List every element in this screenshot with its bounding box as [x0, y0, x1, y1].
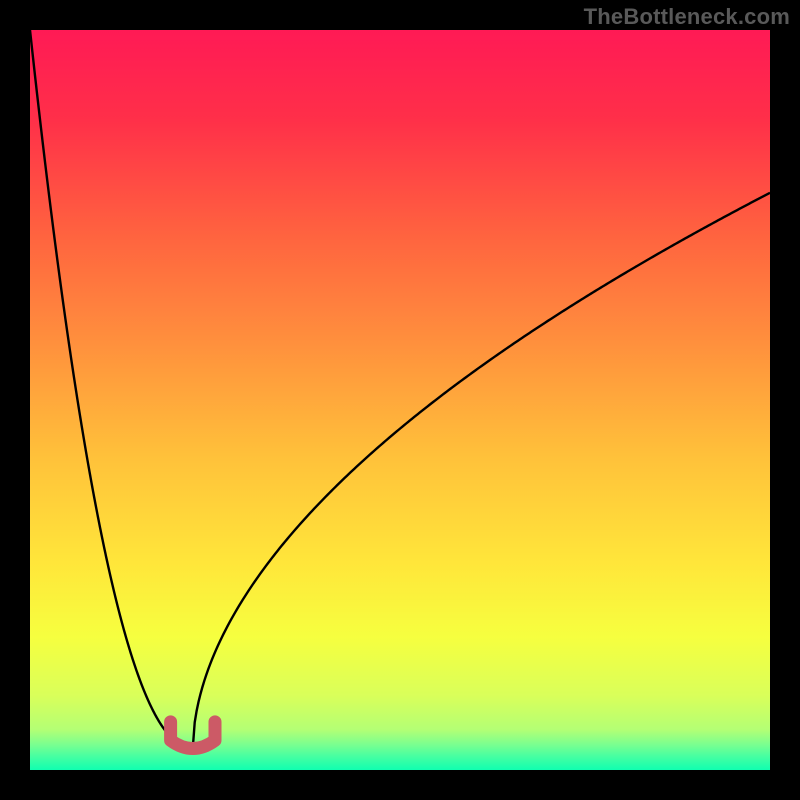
chart-container: TheBottleneck.com: [0, 0, 800, 800]
watermark-text: TheBottleneck.com: [584, 4, 790, 30]
gradient-background: [30, 30, 770, 770]
plot-svg: [30, 30, 770, 770]
